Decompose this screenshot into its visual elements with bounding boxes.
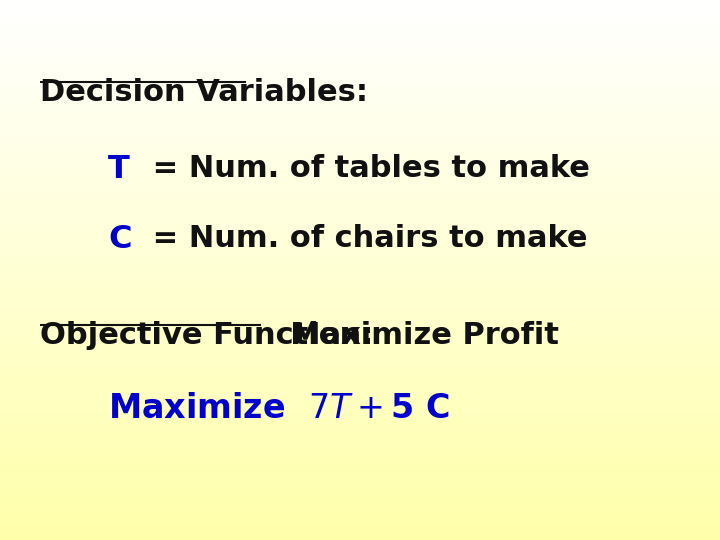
Text: Maximize Profit: Maximize Profit — [269, 321, 559, 350]
Text: Objective Function:: Objective Function: — [40, 321, 373, 350]
Text: = Num. of tables to make: = Num. of tables to make — [142, 154, 590, 183]
Text: = Num. of chairs to make: = Num. of chairs to make — [142, 224, 588, 253]
Text: Decision Variables:: Decision Variables: — [40, 78, 368, 107]
Text: Maximize  $7 T  + $5 C: Maximize $7 T + $5 C — [108, 392, 450, 424]
Text: C: C — [108, 224, 132, 255]
Text: T: T — [108, 154, 130, 185]
